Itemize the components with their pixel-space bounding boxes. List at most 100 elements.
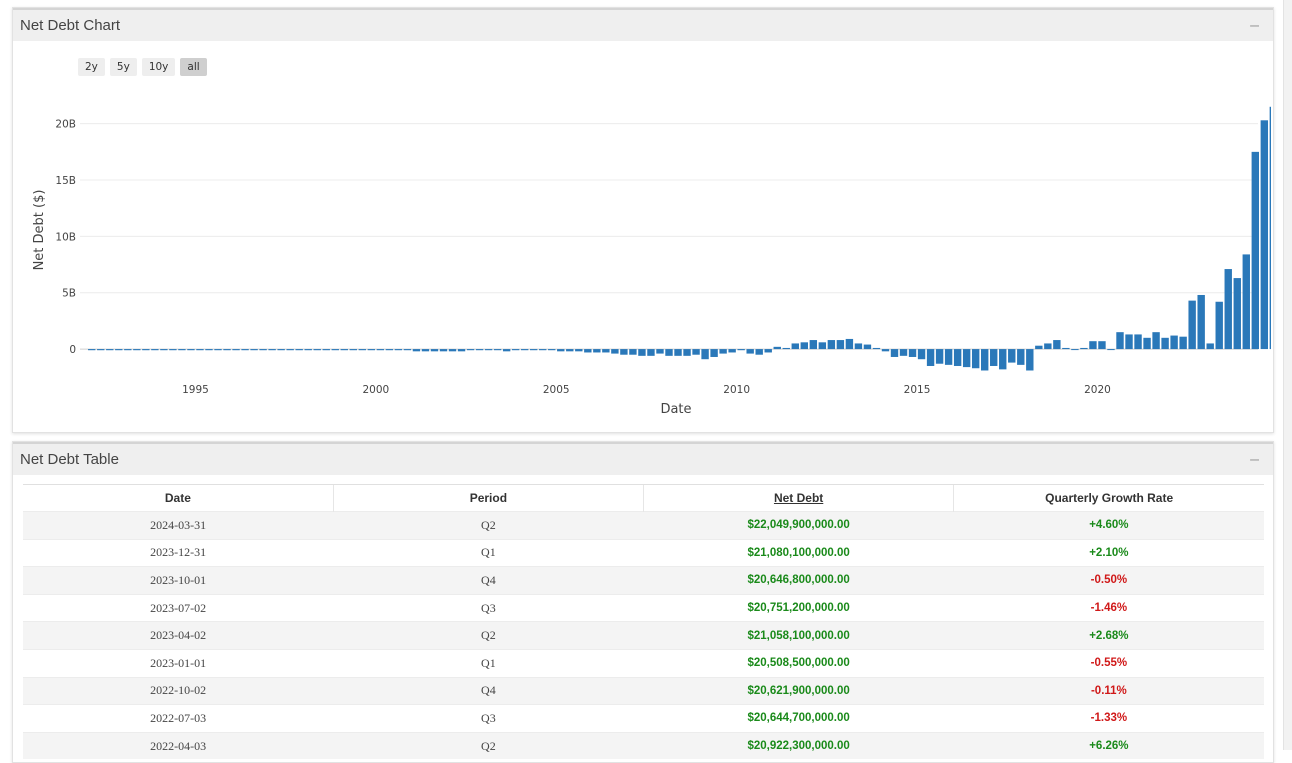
chart-collapse-icon[interactable]: – [1250, 16, 1259, 34]
net-debt-bar[interactable] [746, 349, 754, 354]
net-debt-bar[interactable] [1107, 349, 1115, 351]
net-debt-bar[interactable] [962, 349, 971, 368]
net-debt-bar[interactable] [484, 349, 493, 351]
net-debt-bar[interactable] [331, 349, 339, 351]
net-debt-bar[interactable] [88, 349, 96, 351]
net-debt-bar[interactable] [1143, 337, 1151, 350]
net-debt-bar[interactable] [214, 349, 222, 351]
net-debt-bar[interactable] [340, 349, 348, 351]
net-debt-bar[interactable] [557, 349, 565, 352]
net-debt-bar[interactable] [836, 340, 845, 350]
net-debt-bar[interactable] [719, 349, 727, 354]
net-debt-bar[interactable] [1089, 341, 1097, 350]
net-debt-bar[interactable] [890, 349, 899, 357]
net-debt-bar[interactable] [620, 349, 628, 355]
net-debt-bar[interactable] [701, 349, 709, 360]
net-debt-bar[interactable] [268, 349, 276, 351]
net-debt-bar[interactable] [1125, 334, 1133, 350]
net-debt-bar[interactable] [1008, 349, 1016, 363]
net-debt-bar[interactable] [457, 349, 466, 352]
net-debt-bar[interactable] [602, 349, 610, 353]
net-debt-bar[interactable] [999, 349, 1007, 370]
net-debt-bar[interactable] [277, 349, 285, 351]
net-debt-bar[interactable] [692, 349, 700, 355]
net-debt-bar[interactable] [755, 349, 763, 355]
net-debt-bar[interactable] [683, 349, 691, 356]
net-debt-sort-label[interactable]: Net Debt [773, 491, 824, 505]
net-debt-bar[interactable] [647, 349, 655, 356]
net-debt-bar[interactable] [412, 349, 421, 352]
net-debt-bar[interactable] [566, 349, 574, 352]
net-debt-bar[interactable] [908, 349, 917, 357]
net-debt-bar[interactable] [881, 349, 890, 352]
net-debt-bar[interactable] [259, 349, 267, 351]
net-debt-bar[interactable] [971, 349, 980, 369]
net-debt-bar[interactable] [1017, 349, 1025, 365]
net-debt-bar[interactable] [1269, 106, 1271, 350]
net-debt-bar[interactable] [1197, 294, 1205, 350]
net-debt-bar[interactable] [1053, 340, 1061, 350]
net-debt-bar[interactable] [178, 349, 186, 351]
net-debt-bar[interactable] [1233, 278, 1241, 350]
net-debt-bar[interactable] [1116, 332, 1124, 350]
net-debt-bar[interactable] [1170, 335, 1178, 350]
net-debt-bar[interactable] [575, 349, 583, 352]
net-debt-bar[interactable] [1224, 269, 1232, 350]
net-debt-bar[interactable] [872, 347, 881, 350]
net-debt-bar[interactable] [493, 349, 502, 351]
net-debt-bar[interactable] [791, 343, 799, 350]
net-debt-bar[interactable] [475, 349, 484, 351]
net-debt-bar[interactable] [1026, 349, 1034, 371]
net-debt-bar[interactable] [773, 346, 781, 350]
net-debt-bar[interactable] [169, 349, 177, 351]
net-debt-bar[interactable] [142, 349, 150, 351]
net-debt-bar[interactable] [1242, 254, 1250, 350]
net-debt-bar[interactable] [1179, 336, 1187, 350]
net-debt-bar[interactable] [223, 349, 231, 351]
net-debt-bar[interactable] [827, 340, 836, 350]
net-debt-bar[interactable] [1098, 341, 1106, 350]
net-debt-bar[interactable] [520, 349, 529, 351]
net-debt-bar[interactable] [1152, 332, 1160, 350]
net-debt-bar[interactable] [358, 349, 367, 351]
column-header-net-debt[interactable]: Net Debt [642, 484, 954, 512]
net-debt-bar[interactable] [187, 349, 195, 351]
net-debt-bar[interactable] [1035, 345, 1043, 350]
net-debt-bar[interactable] [439, 349, 448, 352]
net-debt-bar[interactable] [394, 349, 403, 351]
net-debt-bar[interactable] [160, 349, 168, 351]
net-debt-bar[interactable] [313, 349, 321, 351]
net-debt-bar[interactable] [466, 349, 475, 351]
net-debt-bar[interactable] [1062, 347, 1070, 350]
net-debt-bar[interactable] [304, 349, 312, 351]
net-debt-bar[interactable] [953, 349, 962, 366]
net-debt-bar[interactable] [241, 349, 249, 351]
net-debt-bar[interactable] [710, 349, 718, 357]
net-debt-bar[interactable] [1080, 347, 1088, 350]
net-debt-bar[interactable] [990, 349, 998, 366]
net-debt-bar[interactable] [944, 349, 953, 365]
net-debt-bar[interactable] [1206, 343, 1214, 350]
net-debt-bar[interactable] [115, 349, 123, 351]
range-button-all[interactable]: all [180, 58, 207, 76]
net-debt-bar[interactable] [196, 349, 204, 351]
net-debt-bar[interactable] [286, 349, 294, 351]
net-debt-bar[interactable] [376, 349, 385, 351]
net-debt-bar[interactable] [611, 349, 619, 354]
net-debt-bar[interactable] [665, 349, 673, 356]
net-debt-bar[interactable] [863, 344, 872, 350]
net-debt-bar[interactable] [638, 349, 646, 356]
net-debt-bar[interactable] [539, 349, 547, 351]
net-debt-bar[interactable] [629, 349, 637, 355]
net-debt-bar[interactable] [1071, 349, 1079, 351]
net-debt-bar[interactable] [584, 349, 592, 353]
net-debt-bar[interactable] [737, 349, 745, 351]
net-debt-bar[interactable] [448, 349, 457, 352]
net-debt-bar[interactable] [1215, 301, 1223, 350]
net-debt-bar[interactable] [151, 349, 159, 351]
column-header-period[interactable]: Period [332, 484, 644, 512]
net-debt-bar[interactable] [1134, 334, 1142, 350]
net-debt-bar[interactable] [593, 349, 601, 353]
range-button-10y[interactable]: 10y [141, 58, 176, 76]
net-debt-bar[interactable] [430, 349, 439, 352]
